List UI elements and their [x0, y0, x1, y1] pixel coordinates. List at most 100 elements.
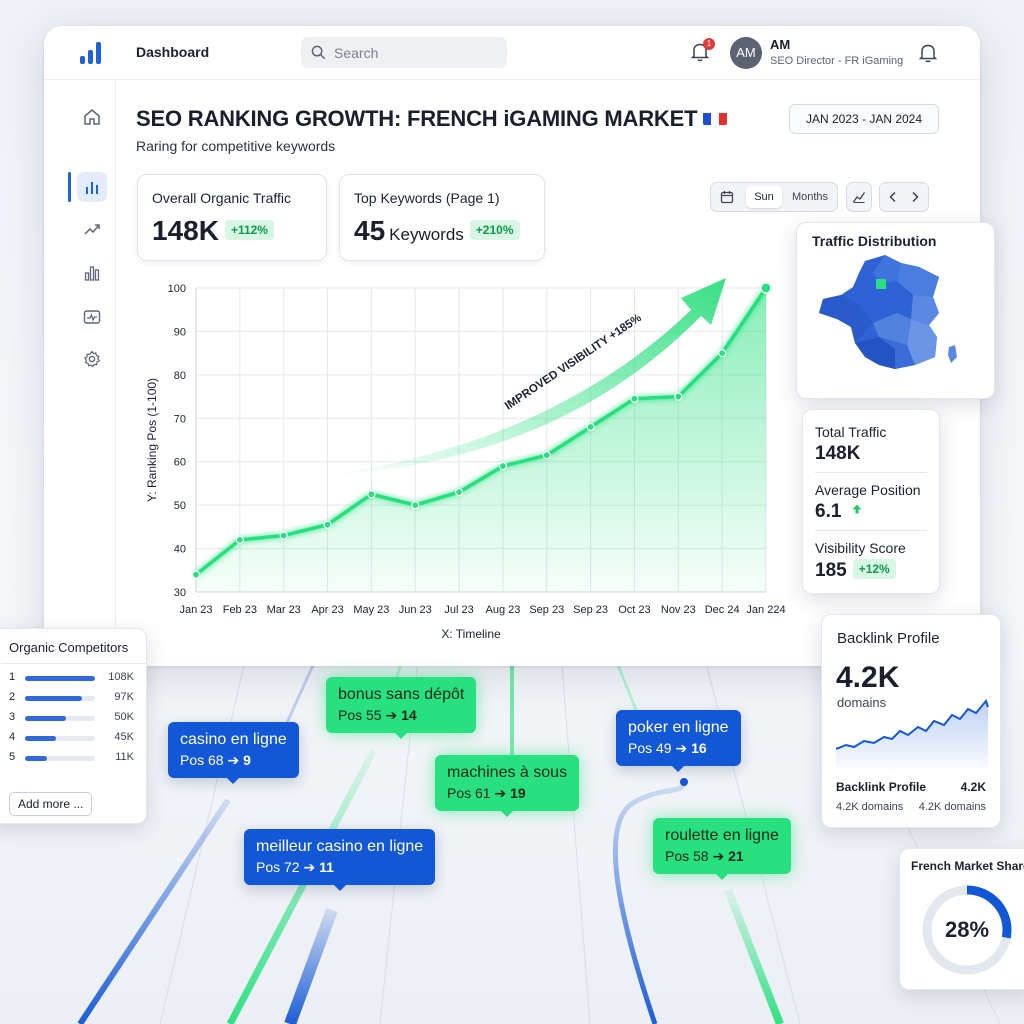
arrow-up-icon — [852, 504, 862, 514]
date-range-picker[interactable]: JAN 2023 - JAN 2024 — [789, 104, 939, 134]
stats-card: Total Traffic 148K Average Position 6.1 … — [802, 409, 940, 594]
position-from: Pos 72 — [256, 859, 300, 875]
calendar-icon[interactable] — [720, 190, 734, 204]
x-tick-label: Jun 23 — [399, 604, 432, 616]
data-point[interactable] — [498, 461, 508, 471]
position-to: 11 — [319, 859, 334, 875]
keyword-tag[interactable]: casino en ligne Pos 68 ➔ 9 — [168, 722, 299, 784]
keyword-name: casino en ligne — [180, 731, 287, 748]
position-from: Pos 68 — [180, 752, 224, 768]
keyword-name: bonus sans dépôt — [338, 686, 465, 703]
position-from: Pos 58 — [665, 848, 709, 864]
keyword-tag[interactable]: poker en ligne Pos 49 ➔ 16 — [616, 710, 741, 772]
sidebar-item-reports[interactable] — [77, 258, 107, 288]
y-tick-label: 90 — [174, 326, 186, 338]
market-share-value: 28% — [945, 917, 989, 942]
search-input[interactable]: Search — [334, 45, 379, 61]
keyword-tag[interactable]: machines à sous Pos 61 ➔ 19 — [435, 755, 580, 817]
competitors-list: 1 108K 2 97K 3 50K 4 45K 5 11K — [1, 671, 141, 781]
keyword-position: Pos 72 ➔ 11 — [256, 859, 334, 875]
data-point[interactable] — [323, 520, 332, 529]
x-tick-label: Sep 23 — [529, 604, 564, 616]
organic-competitors-card: Organic Competitors 1 108K 2 97K 3 50K 4 45K 5 11… — [0, 628, 147, 824]
gear-icon — [83, 350, 101, 368]
segment-sun[interactable]: Sun — [746, 186, 782, 208]
position-from: Pos 49 — [628, 740, 672, 756]
data-point[interactable] — [760, 282, 772, 294]
x-tick-label: Jan 224 — [746, 604, 785, 616]
notification-bell-icon[interactable] — [691, 42, 709, 62]
data-point[interactable] — [279, 531, 288, 540]
y-axis-label: Y: Ranking Pos (1-100) — [145, 378, 159, 502]
x-axis-label: X: Timeline — [441, 627, 501, 640]
keyword-position: Pos 49 ➔ 16 — [628, 740, 707, 756]
data-point[interactable] — [235, 535, 244, 544]
data-point[interactable] — [454, 488, 464, 497]
stat-value: 185 — [815, 560, 847, 581]
backlink-unit: domains — [837, 695, 887, 710]
kpi-organic-traffic: Overall Organic Traffic 148K +112% — [137, 174, 327, 261]
keyword-position: Pos 58 ➔ 21 — [665, 848, 744, 864]
position-to: 16 — [691, 740, 707, 756]
data-point[interactable] — [630, 394, 639, 403]
keyword-position: Pos 55 ➔ 14 — [338, 707, 417, 723]
backlink-title: Backlink Profile — [837, 630, 940, 647]
keyword-tag[interactable]: meilleur casino en ligne Pos 72 ➔ 11 — [244, 829, 436, 891]
divider — [1, 663, 146, 664]
france-map[interactable] — [815, 253, 965, 383]
search-box[interactable]: Search — [301, 37, 507, 68]
user-name: AM — [770, 37, 791, 52]
pulse-monitor-icon — [83, 310, 101, 324]
data-point[interactable] — [411, 501, 420, 510]
stat-value-row: 6.1 — [815, 501, 863, 523]
competitor-value: 97K — [114, 691, 134, 703]
data-point[interactable] — [542, 451, 551, 460]
stat-value: 148K — [815, 443, 861, 464]
keyword-tag[interactable]: bonus sans dépôt Pos 55 ➔ 14 — [326, 677, 477, 739]
background-trails — [77, 640, 1001, 1024]
data-point[interactable] — [718, 349, 727, 358]
chevron-right-icon[interactable] — [910, 191, 920, 203]
x-tick-label: Mar 23 — [267, 604, 301, 616]
bell-icon[interactable] — [919, 43, 937, 63]
chart-type-button[interactable] — [846, 182, 872, 212]
market-share-title: French Market Share — [911, 859, 1024, 873]
add-more-button[interactable]: Add more ... — [9, 792, 93, 816]
x-tick-label: Feb 23 — [223, 604, 257, 616]
sidebar-item-monitor[interactable] — [77, 302, 107, 332]
french-flag-icon — [703, 109, 728, 125]
y-tick-label: 60 — [174, 457, 186, 469]
sidebar-item-dashboard[interactable] — [77, 172, 107, 202]
stat-label: Visibility Score — [815, 540, 906, 556]
sidebar-item-trends[interactable] — [77, 214, 107, 244]
data-point[interactable] — [367, 490, 376, 499]
chevron-left-icon[interactable] — [888, 191, 898, 203]
kpi-top-keywords: Top Keywords (Page 1) 45 Keywords +210% — [339, 174, 545, 261]
backlink-value: 4.2K — [836, 661, 900, 694]
traffic-distribution-card: Traffic Distribution — [796, 222, 995, 399]
competitor-row[interactable]: 3 50K — [9, 711, 134, 725]
competitor-row[interactable]: 1 108K — [9, 671, 134, 685]
data-point[interactable] — [586, 422, 595, 432]
period-toggle: Sun Months — [710, 182, 838, 212]
competitor-row[interactable]: 2 97K — [9, 691, 134, 705]
competitor-row[interactable]: 4 45K — [9, 731, 134, 745]
sidebar — [44, 80, 116, 666]
segment-months[interactable]: Months — [791, 191, 829, 203]
trend-up-icon — [84, 224, 100, 235]
data-point[interactable] — [674, 392, 683, 401]
sidebar-item-home[interactable] — [77, 102, 107, 132]
competitor-row[interactable]: 5 11K — [9, 751, 134, 765]
series-points — [191, 282, 772, 579]
data-point[interactable] — [191, 570, 201, 579]
x-tick-label: Oct 23 — [618, 604, 650, 616]
y-axis-ticks: 30 40 50 60 70 80 90 100 — [168, 283, 186, 599]
position-from: Pos 61 — [447, 785, 491, 801]
competitor-rank: 4 — [9, 731, 16, 743]
keyword-tag[interactable]: roulette en ligne Pos 58 ➔ 21 — [653, 818, 791, 880]
competitor-value: 11K — [115, 751, 134, 763]
market-share-donut: 28% — [922, 885, 1012, 975]
competitor-bar — [25, 736, 56, 741]
sidebar-item-settings[interactable] — [77, 344, 107, 374]
avatar[interactable]: AM — [730, 37, 762, 69]
